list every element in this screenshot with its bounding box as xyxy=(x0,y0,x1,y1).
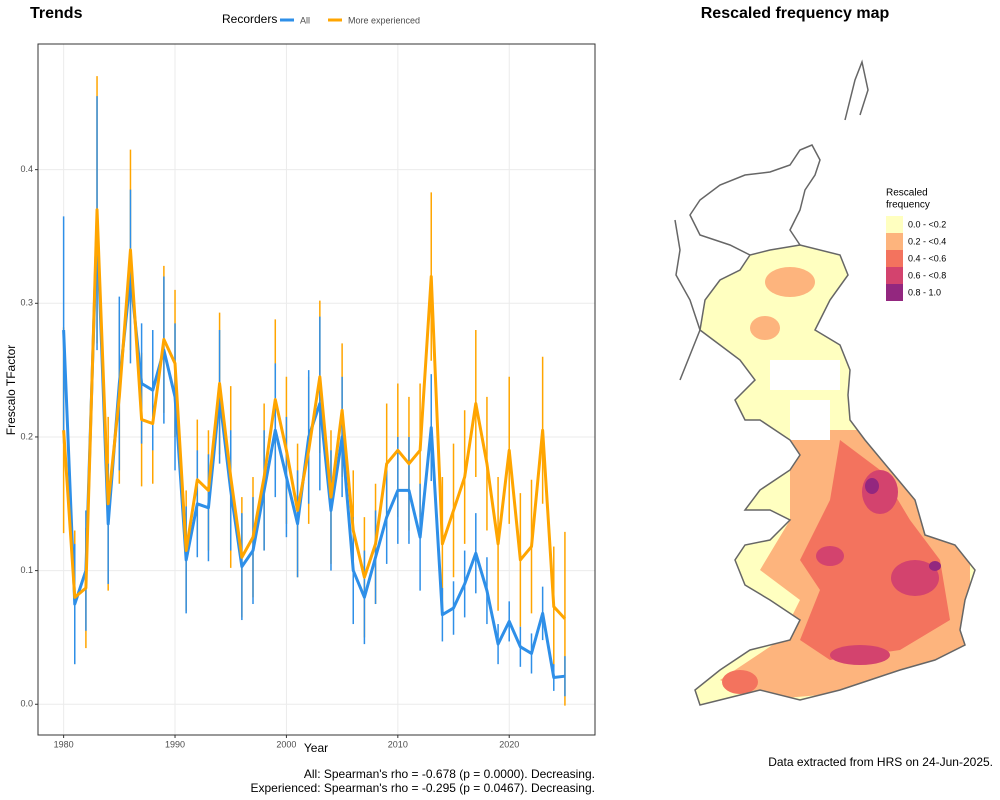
map-title: Rescaled frequency map xyxy=(701,5,890,22)
legend-title: Rescaled xyxy=(886,188,928,199)
legend-label: 0.6 - <0.8 xyxy=(908,270,946,280)
legend-swatch xyxy=(886,267,903,284)
map xyxy=(674,59,976,706)
legend-label: All xyxy=(300,15,310,25)
legend-label: 0.0 - <0.2 xyxy=(908,219,946,229)
map-outline xyxy=(674,219,701,381)
y-tick-label: 0.1 xyxy=(20,565,33,575)
map-fill xyxy=(695,245,975,705)
legend-swatch xyxy=(886,216,903,233)
y-tick-label: 0.3 xyxy=(20,298,33,308)
legend-swatch xyxy=(886,250,903,267)
legend-label: 0.2 - <0.4 xyxy=(908,236,946,246)
y-tick-label: 0.0 xyxy=(20,699,33,709)
chart-title: Trends xyxy=(30,5,83,22)
annotation: Experienced: Spearman's rho = -0.295 (p … xyxy=(251,781,596,795)
legend-label: 0.8 - 1.0 xyxy=(908,287,941,297)
annotation: All: Spearman's rho = -0.678 (p = 0.0000… xyxy=(304,767,595,781)
legend-title: frequency xyxy=(886,200,930,211)
x-tick-label: 2010 xyxy=(388,739,408,749)
map-outline xyxy=(844,59,869,121)
plot-border xyxy=(37,43,596,736)
y-axis-label: Frescalo TFactor xyxy=(4,345,18,435)
legend-swatch xyxy=(886,284,903,301)
x-tick-label: 1980 xyxy=(54,739,74,749)
series-line xyxy=(62,208,567,620)
y-tick-label: 0.2 xyxy=(20,431,33,441)
y-tick-label: 0.4 xyxy=(20,164,33,174)
legend-swatch xyxy=(886,233,903,250)
x-tick-label: 2020 xyxy=(499,739,519,749)
map-outline xyxy=(689,144,821,256)
x-tick-label: 2000 xyxy=(276,739,296,749)
legend-label: More experienced xyxy=(348,15,420,25)
x-tick-label: 1990 xyxy=(165,739,185,749)
plot-area: 0.0 0.1 0.2 0.3 0.4 1980 1990 2000 2010 2020 xyxy=(20,43,596,749)
map-legend: Rescaled frequency 0.0 - <0.2 0.2 - <0.4 0… xyxy=(886,188,946,301)
x-axis-label: Year xyxy=(304,741,328,755)
legend-label: 0.4 - <0.6 xyxy=(908,253,946,263)
source-note: Data extracted from HRS on 24-Jun-2025. xyxy=(768,755,993,769)
legend-title: Recorders xyxy=(222,12,277,26)
